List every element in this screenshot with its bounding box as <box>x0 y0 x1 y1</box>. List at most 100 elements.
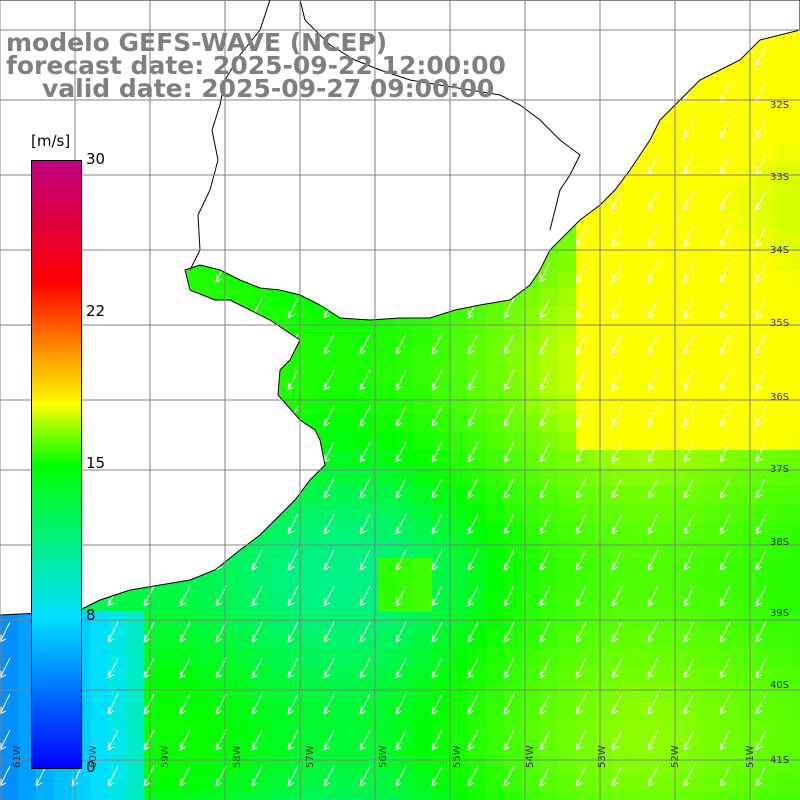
wind-cell <box>432 576 450 594</box>
wind-arrow <box>683 477 695 499</box>
wind-cell <box>252 576 270 594</box>
wind-arrow <box>395 513 407 535</box>
wind-cell <box>594 486 612 504</box>
wind-cell <box>468 324 486 342</box>
wind-cell <box>612 738 630 756</box>
wind-arrow <box>251 729 263 751</box>
wind-arrow <box>611 369 623 391</box>
wind-cell <box>738 198 756 216</box>
wind-cell <box>522 576 540 594</box>
wind-arrow <box>143 657 155 679</box>
wind-cell <box>684 792 702 800</box>
latitude-label: 34S <box>770 245 790 256</box>
wind-arrow <box>323 693 335 715</box>
wind-cell <box>54 774 72 792</box>
wind-cell <box>720 270 738 288</box>
wind-cell <box>738 738 756 756</box>
wind-cell <box>612 486 630 504</box>
wind-cell <box>630 378 648 396</box>
wind-cell <box>738 108 756 126</box>
wind-cell <box>414 702 432 720</box>
wind-cell <box>612 720 630 738</box>
wind-cell <box>540 522 558 540</box>
wind-cell <box>756 792 774 800</box>
wind-cell <box>432 450 450 468</box>
wind-cell <box>432 468 450 486</box>
wind-cell <box>360 360 378 378</box>
colorbar-tick: 22 <box>86 302 106 320</box>
latitude-label: 39S <box>770 608 790 619</box>
uruguay-coast <box>299 0 581 231</box>
wind-cell <box>594 252 612 270</box>
wind-arrow <box>755 45 767 67</box>
wind-cell <box>612 468 630 486</box>
wind-cell <box>594 792 612 800</box>
wind-cell <box>558 450 576 468</box>
wind-cell <box>396 792 414 800</box>
wind-arrow <box>719 729 731 751</box>
wind-cell <box>486 306 504 324</box>
wind-cell <box>756 774 774 792</box>
wind-cell <box>612 648 630 666</box>
wind-arrow <box>683 513 695 535</box>
wind-arrow <box>395 333 407 355</box>
wind-arrow <box>287 585 299 607</box>
wind-cell <box>738 288 756 306</box>
wind-cell <box>702 504 720 522</box>
wind-cell <box>576 756 594 774</box>
wind-cell <box>792 522 800 540</box>
wind-cell <box>684 90 702 108</box>
wind-arrow <box>143 621 155 643</box>
wind-cell <box>378 594 396 612</box>
wind-cell <box>702 414 720 432</box>
wind-cell <box>792 144 800 162</box>
wind-cell <box>648 720 666 738</box>
wind-cell <box>486 414 504 432</box>
wind-cell <box>324 342 342 360</box>
wind-cell <box>378 396 396 414</box>
wind-cell <box>108 666 126 684</box>
wind-cell <box>450 738 468 756</box>
wind-cell <box>288 522 306 540</box>
wind-cell <box>432 738 450 756</box>
wind-cell <box>738 594 756 612</box>
wind-arrow <box>467 693 479 715</box>
wind-cell <box>342 738 360 756</box>
wind-cell <box>720 558 738 576</box>
wind-cell <box>342 342 360 360</box>
wind-cell <box>126 738 144 756</box>
wind-cell <box>522 594 540 612</box>
wind-arrow <box>467 405 479 427</box>
wind-cell <box>648 666 666 684</box>
wind-cell <box>738 504 756 522</box>
wind-cell <box>414 504 432 522</box>
wind-cell <box>360 342 378 360</box>
wind-cell <box>612 522 630 540</box>
wind-cell <box>756 306 774 324</box>
wind-cell <box>450 684 468 702</box>
wind-cell <box>720 630 738 648</box>
wind-cell <box>180 720 198 738</box>
wind-cell <box>540 558 558 576</box>
wind-cell <box>594 522 612 540</box>
wind-arrow <box>719 333 731 355</box>
wind-arrow <box>611 225 623 247</box>
wind-cell <box>0 630 18 648</box>
wind-cell <box>702 432 720 450</box>
wind-cell <box>594 324 612 342</box>
wind-cell <box>756 360 774 378</box>
wind-cell <box>756 90 774 108</box>
wind-cell <box>738 72 756 90</box>
wind-cell <box>504 378 522 396</box>
wind-cell <box>702 108 720 126</box>
wind-cell <box>108 612 126 630</box>
wind-arrow <box>395 549 407 571</box>
wind-cell <box>378 378 396 396</box>
wind-cell <box>630 720 648 738</box>
wind-arrow <box>611 729 623 751</box>
wind-cell <box>612 792 630 800</box>
wind-cell <box>756 504 774 522</box>
wind-cell <box>0 648 18 666</box>
wind-cell <box>126 648 144 666</box>
wind-cell <box>396 684 414 702</box>
